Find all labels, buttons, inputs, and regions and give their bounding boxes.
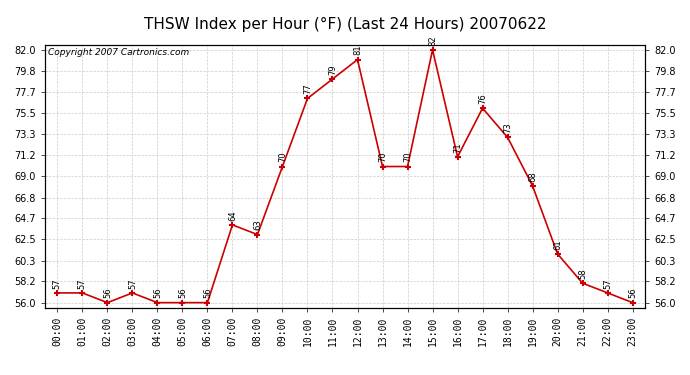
Text: 79: 79 [328,64,337,75]
Text: 57: 57 [603,278,612,289]
Text: 82: 82 [428,35,437,46]
Text: 56: 56 [178,288,187,298]
Text: 57: 57 [53,278,62,289]
Text: 56: 56 [103,288,112,298]
Text: 71: 71 [453,142,462,153]
Text: 58: 58 [578,268,587,279]
Text: 56: 56 [628,288,637,298]
Text: THSW Index per Hour (°F) (Last 24 Hours) 20070622: THSW Index per Hour (°F) (Last 24 Hours)… [144,17,546,32]
Text: 70: 70 [278,152,287,162]
Text: 73: 73 [503,123,512,133]
Text: 68: 68 [528,171,537,182]
Text: 61: 61 [553,239,562,250]
Text: Copyright 2007 Cartronics.com: Copyright 2007 Cartronics.com [48,48,189,57]
Text: 57: 57 [128,278,137,289]
Text: 63: 63 [253,220,262,230]
Text: 70: 70 [378,152,387,162]
Text: 77: 77 [303,84,312,94]
Text: 56: 56 [153,288,162,298]
Text: 76: 76 [478,93,487,104]
Text: 64: 64 [228,210,237,221]
Text: 57: 57 [78,278,87,289]
Text: 81: 81 [353,45,362,56]
Text: 56: 56 [203,288,212,298]
Text: 70: 70 [403,152,412,162]
